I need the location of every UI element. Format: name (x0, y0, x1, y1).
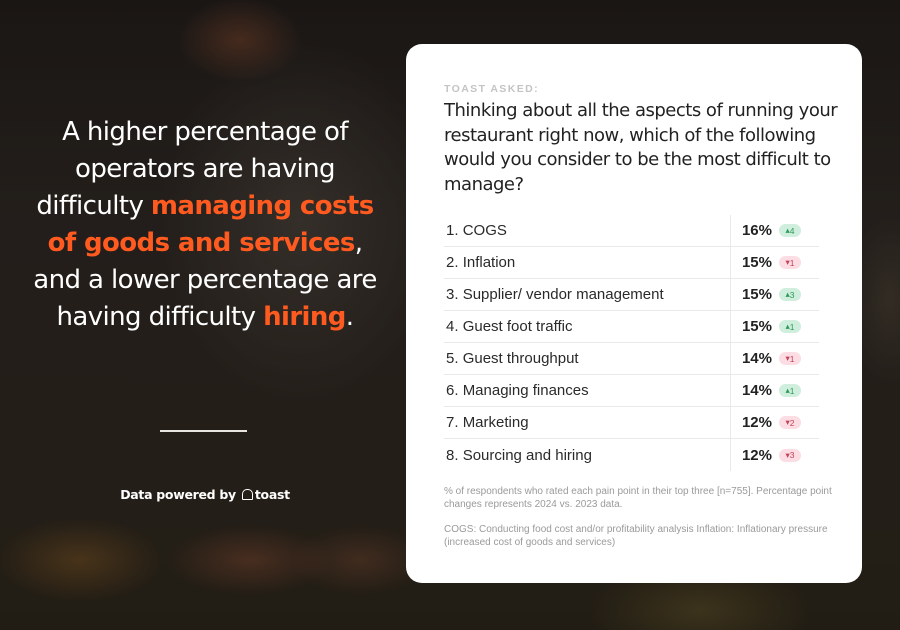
row-rank: 7. (446, 414, 459, 431)
headline-text: . (345, 302, 354, 332)
arrow-down-icon: ▾ (785, 417, 790, 427)
arrow-down-icon: ▾ (785, 449, 790, 460)
row-rank: 3. (446, 286, 459, 303)
row-label: 5. Guest throughput (444, 343, 731, 374)
row-percentage: 12% (741, 414, 772, 431)
row-label: 7. Marketing (444, 407, 731, 438)
survey-question: Thinking about all the aspects of runnin… (444, 100, 838, 195)
change-value: 1 (789, 353, 795, 364)
change-value: 2 (789, 417, 795, 428)
results-table: 1. COGS 16% ▴ 4 2. Inflation 15% ▾ 1 3. Supplier… (444, 215, 819, 471)
row-label: 8. Sourcing and hiring (444, 439, 731, 471)
divider-line (160, 430, 247, 432)
change-value: 3 (789, 450, 795, 460)
row-label: 1. COGS (444, 215, 731, 246)
row-rank: 8. (446, 446, 459, 464)
change-badge: ▴ 1 (779, 384, 801, 397)
row-rank: 1. (446, 222, 459, 239)
change-badge: ▾ 1 (779, 352, 801, 365)
row-percentage: 16% (741, 222, 772, 239)
row-name: Marketing (462, 414, 529, 431)
row-name: Managing finances (462, 382, 589, 399)
table-row: 5. Guest throughput 14% ▾ 1 (444, 343, 819, 375)
table-row: 8. Sourcing and hiring 12% ▾ 3 (444, 439, 819, 471)
row-name: Guest foot traffic (462, 318, 573, 335)
row-percentage: 14% (741, 382, 772, 399)
survey-card: TOAST ASKED: Thinking about all the aspe… (406, 44, 862, 583)
attribution-prefix: Data powered by (120, 487, 236, 502)
table-row: 3. Supplier/ vendor management 15% ▴ 3 (444, 279, 819, 311)
row-name: Supplier/ vendor management (462, 286, 664, 303)
change-value: 1 (789, 257, 795, 268)
headline-highlight: managing costs of goods and services (47, 191, 375, 258)
toast-logo-icon (241, 489, 253, 500)
footnote-methodology: % of respondents who rated each pain poi… (444, 486, 832, 510)
row-rank: 6. (446, 382, 459, 399)
eyebrow-label: TOAST ASKED: (444, 83, 539, 95)
arrow-down-icon: ▾ (785, 353, 790, 363)
table-row: 1. COGS 16% ▴ 4 (444, 215, 819, 247)
row-percentage: 15% (741, 318, 772, 335)
change-value: 1 (789, 385, 795, 396)
footnote-definitions: COGS: Conducting food cost and/or profit… (444, 524, 828, 548)
row-rank: 4. (446, 318, 459, 335)
row-name: Inflation (462, 254, 516, 271)
row-label: 4. Guest foot traffic (444, 311, 731, 342)
change-badge: ▾ 1 (779, 256, 801, 269)
change-badge: ▴ 3 (779, 288, 801, 301)
row-label: 2. Inflation (444, 247, 731, 278)
row-name: Guest throughput (462, 350, 579, 367)
row-label: 6. Managing finances (444, 375, 731, 406)
headline-text: , and a lower percentage are having diff… (33, 228, 377, 332)
row-rank: 2. (446, 254, 459, 271)
table-row: 2. Inflation 15% ▾ 1 (444, 247, 819, 279)
row-rank: 5. (446, 350, 459, 367)
headline-highlight: hiring (263, 302, 346, 332)
headline: A higher percentage of operators are hav… (30, 114, 380, 336)
row-name: Sourcing and hiring (462, 446, 592, 464)
row-label: 3. Supplier/ vendor management (444, 279, 731, 310)
footnotes: % of respondents who rated each pain poi… (444, 486, 844, 549)
change-badge: ▴ 4 (779, 224, 801, 237)
change-badge: ▾ 2 (779, 416, 801, 429)
row-percentage: 14% (741, 350, 772, 367)
attribution: Data powered by toast (110, 487, 300, 502)
change-badge: ▾ 3 (779, 448, 801, 462)
arrow-up-icon: ▴ (785, 321, 790, 331)
change-badge: ▴ 1 (779, 320, 801, 333)
row-percentage: 15% (741, 254, 772, 271)
row-name: COGS (462, 222, 507, 239)
table-row: 7. Marketing 12% ▾ 2 (444, 407, 819, 439)
attribution-brand: toast (254, 487, 290, 502)
arrow-up-icon: ▴ (785, 385, 790, 395)
change-value: 4 (789, 225, 795, 236)
row-percentage: 12% (741, 446, 772, 464)
change-value: 3 (789, 289, 795, 300)
arrow-up-icon: ▴ (785, 289, 790, 299)
headline-text: A higher percentage of operators are hav… (36, 117, 348, 221)
table-row: 6. Managing finances 14% ▴ 1 (444, 375, 819, 407)
table-row: 4. Guest foot traffic 15% ▴ 1 (444, 311, 819, 343)
change-value: 1 (789, 321, 795, 332)
arrow-up-icon: ▴ (785, 225, 790, 235)
arrow-down-icon: ▾ (785, 257, 790, 267)
row-percentage: 15% (741, 286, 772, 303)
